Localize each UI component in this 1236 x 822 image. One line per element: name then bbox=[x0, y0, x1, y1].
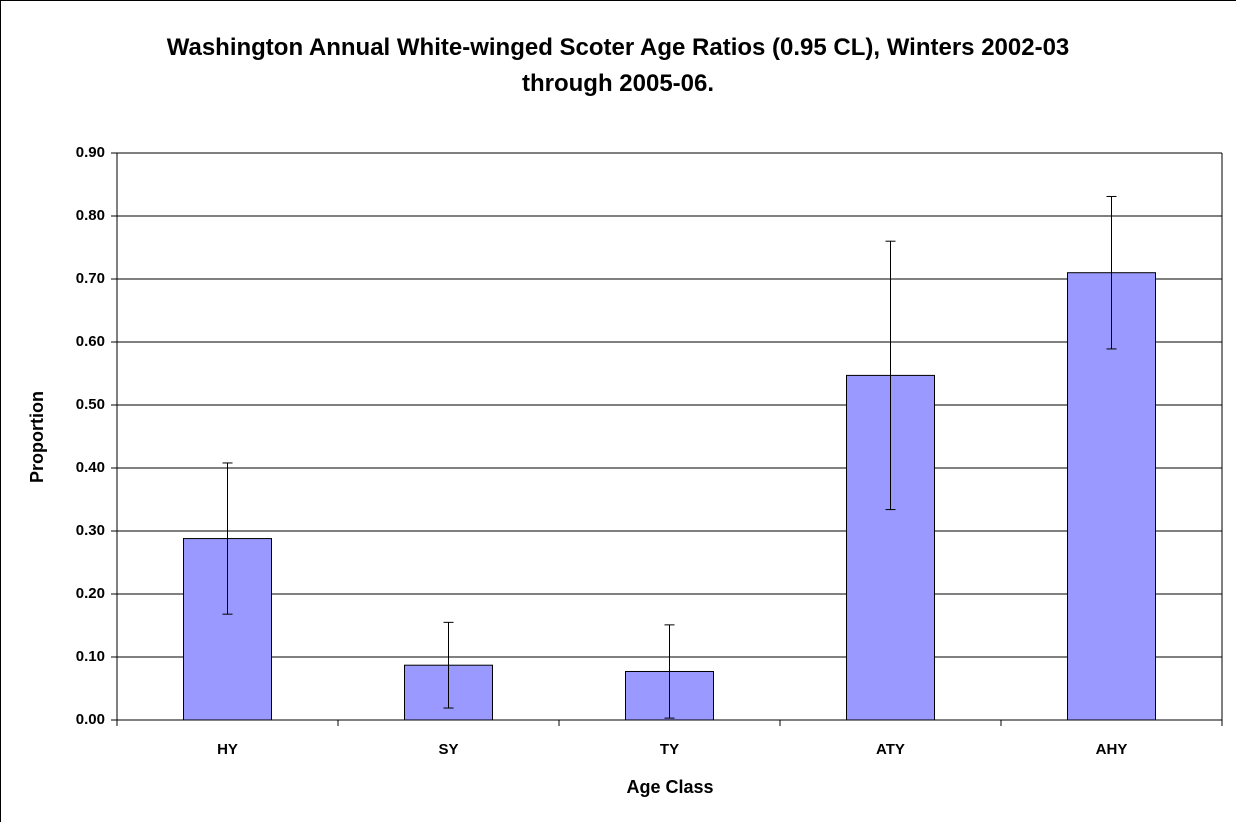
x-axis-label: Age Class bbox=[626, 777, 713, 797]
y-tick-label: 0.00 bbox=[76, 711, 105, 728]
error-bar bbox=[885, 240, 896, 511]
y-tick-label: 0.10 bbox=[76, 648, 105, 665]
chart-title: Washington Annual White-winged Scoter Ag… bbox=[166, 34, 1070, 97]
y-tick-label: 0.50 bbox=[76, 396, 105, 413]
error-bar bbox=[664, 624, 675, 719]
y-axis-label: Proportion bbox=[27, 391, 47, 483]
y-tick-label: 0.40 bbox=[76, 459, 105, 476]
x-tick-label: AHY bbox=[1096, 741, 1128, 758]
y-tick-label: 0.60 bbox=[76, 333, 105, 350]
x-tick-label: SY bbox=[438, 741, 458, 758]
x-tick-label: TY bbox=[660, 741, 679, 758]
y-tick-label: 0.30 bbox=[76, 522, 105, 539]
error-bar bbox=[222, 462, 233, 615]
error-bar bbox=[443, 621, 454, 709]
y-tick-label: 0.70 bbox=[76, 270, 105, 287]
x-tick-label: HY bbox=[217, 741, 238, 758]
y-tick-label: 0.20 bbox=[76, 585, 105, 602]
y-tick-label: 0.90 bbox=[76, 144, 105, 161]
y-tick-label: 0.80 bbox=[76, 207, 105, 224]
error-bar bbox=[1106, 195, 1117, 350]
x-tick-label: ATY bbox=[876, 741, 905, 758]
